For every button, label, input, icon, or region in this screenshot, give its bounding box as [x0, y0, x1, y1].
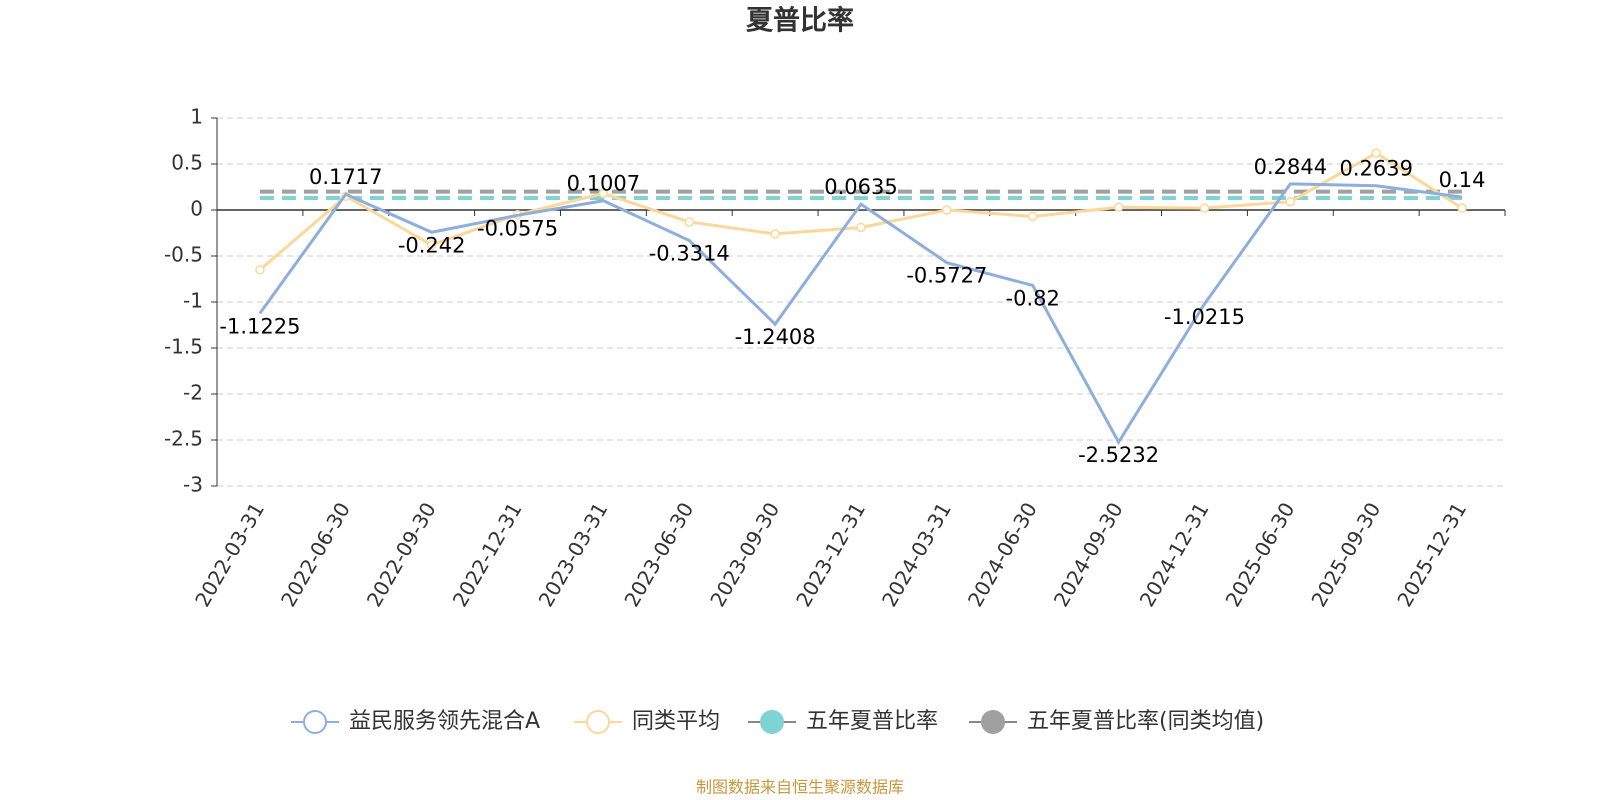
data-label: -0.5727	[906, 264, 987, 288]
data-label: -0.242	[398, 233, 466, 257]
legend-label: 五年夏普比率	[806, 709, 938, 734]
y-tick-label: -0.5	[164, 243, 203, 267]
point	[856, 222, 866, 233]
point	[1457, 203, 1467, 213]
y-tick-label: -2	[183, 381, 203, 405]
data-label: -2.5232	[1078, 443, 1159, 467]
point	[1285, 196, 1296, 207]
legend-marker	[586, 710, 610, 734]
y-tick-label: -1	[183, 289, 203, 313]
data-label: 0.2844	[1254, 155, 1327, 179]
data-label: 0.1717	[309, 165, 382, 189]
x-tick-label: 2025-12-31	[1392, 498, 1471, 611]
series-line	[258, 182, 1463, 446]
point	[942, 205, 952, 215]
x-tick-label: 2023-03-31	[534, 498, 613, 611]
y-tick-label: 1	[190, 105, 203, 129]
x-tick-label: 2024-03-31	[877, 498, 956, 611]
x-tick-label: 2025-09-30	[1306, 498, 1385, 611]
x-tick-label: 2025-06-30	[1221, 498, 1300, 611]
point	[1199, 203, 1210, 213]
x-tick-label: 2022-03-31	[190, 498, 269, 611]
data-label: 0.1007	[567, 172, 640, 196]
point	[1113, 202, 1124, 212]
data-label: -1.2408	[735, 325, 816, 349]
x-tick-label: 2024-06-30	[963, 498, 1042, 611]
x-tick-label: 2022-12-31	[448, 498, 527, 611]
x-tick-label: 2023-12-31	[791, 498, 870, 611]
source-note: 制图数据来自恒生聚源数据库	[696, 778, 904, 797]
x-tick-label: 2024-09-30	[1049, 498, 1128, 611]
chart-title: 夏普比率	[746, 5, 854, 37]
x-tick-label: 2023-06-30	[619, 498, 698, 611]
data-label: -0.3314	[649, 241, 730, 265]
y-tick-label: 0.5	[171, 151, 203, 175]
legend-marker	[760, 710, 784, 734]
data-label: -0.0575	[477, 216, 558, 240]
data-label: -0.82	[1006, 286, 1060, 310]
point	[255, 265, 265, 275]
point	[598, 188, 609, 199]
data-label: -1.0215	[1164, 305, 1245, 329]
point	[1371, 148, 1381, 158]
x-tick-label: 2022-09-30	[362, 498, 441, 611]
point	[426, 240, 437, 250]
legend-label: 益民服务领先混合A	[349, 709, 540, 734]
y-tick-label: 0	[190, 197, 203, 221]
data-label: 0.14	[1439, 168, 1486, 192]
y-tick-label: -1.5	[164, 335, 203, 359]
point	[1027, 211, 1038, 222]
y-tick-label: -3	[183, 473, 203, 497]
x-tick-label: 2022-06-30	[276, 498, 355, 611]
x-tick-label: 2024-12-31	[1135, 498, 1214, 611]
x-tick-label: 2023-09-30	[705, 498, 784, 611]
y-tick-label: -2.5	[164, 427, 203, 451]
legend-label: 同类平均	[632, 709, 720, 734]
legend-label: 五年夏普比率(同类均值)	[1027, 709, 1264, 734]
point	[684, 217, 695, 227]
data-label: -1.1225	[219, 314, 300, 338]
data-label: 0.2639	[1339, 157, 1412, 181]
data-label: 0.0635	[824, 175, 897, 199]
legend-marker	[303, 710, 327, 734]
point	[770, 229, 780, 239]
legend-marker	[981, 710, 1005, 734]
